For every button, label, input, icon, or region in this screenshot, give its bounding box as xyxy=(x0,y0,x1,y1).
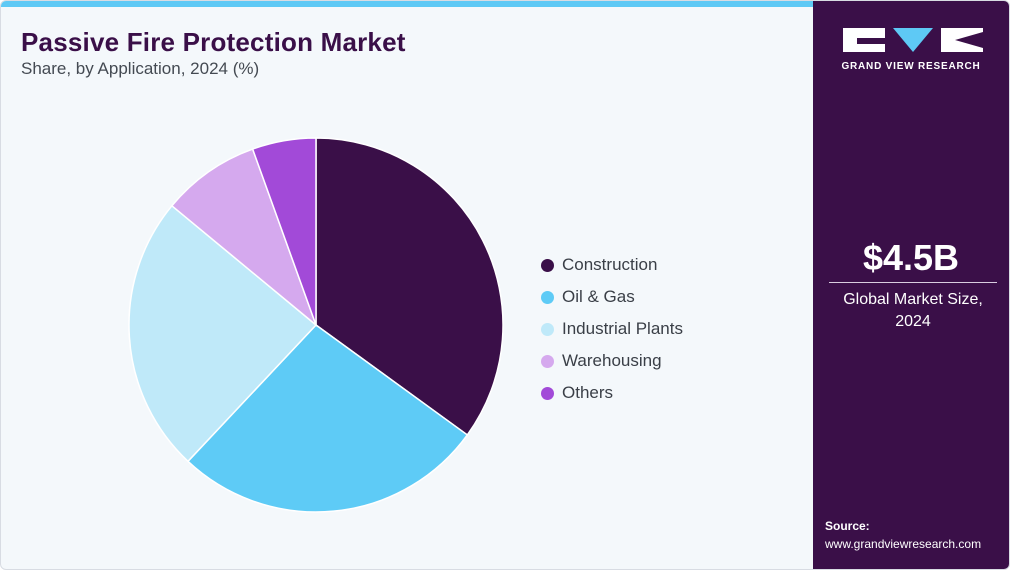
legend-item-oil-gas: Oil & Gas xyxy=(541,281,683,313)
legend-swatch xyxy=(541,322,554,336)
legend-label: Industrial Plants xyxy=(562,319,683,338)
legend-label: Others xyxy=(562,383,614,402)
legend-label: Construction xyxy=(562,255,658,274)
pie-slice-warehousing xyxy=(170,148,318,328)
chart-panel: Passive Fire Protection Market Share, by… xyxy=(1,1,813,569)
accent-strip xyxy=(1,1,813,7)
legend-item-others: Others xyxy=(541,377,683,409)
pie-slice-construction xyxy=(315,137,504,436)
pie-slice-others xyxy=(251,137,317,326)
gvr-logo-icon xyxy=(843,28,983,52)
source-label: Source: xyxy=(825,519,870,533)
legend-swatch xyxy=(541,354,554,368)
legend-swatch xyxy=(541,290,554,304)
pie-slice-industrial-plants xyxy=(128,204,318,463)
logo-text: GRAND VIEW RESEARCH xyxy=(841,61,981,72)
legend-item-industrial-plants: Industrial Plants xyxy=(541,313,683,345)
legend-label: Oil & Gas xyxy=(562,287,635,306)
chart-subtitle: Share, by Application, 2024 (%) xyxy=(21,59,260,78)
stat-divider xyxy=(829,282,997,283)
source-url: www.grandviewresearch.com xyxy=(825,537,982,551)
pie-slice-oil-gas xyxy=(186,324,469,513)
chart-title: Passive Fire Protection Market xyxy=(21,27,406,57)
market-size-value: $4.5B xyxy=(862,237,960,278)
chart-legend: Construction Oil & Gas Industrial Plants Wa… xyxy=(541,249,683,409)
legend-swatch xyxy=(541,386,554,400)
legend-item-construction: Construction xyxy=(541,249,683,281)
info-sidebar: GRAND VIEW RESEARCH $4.5B Global Market … xyxy=(813,1,1009,569)
market-size-label: Global Market Size, 2024 xyxy=(843,291,983,330)
pie-chart xyxy=(128,137,504,513)
legend-label: Warehousing xyxy=(562,351,662,370)
legend-item-warehousing: Warehousing xyxy=(541,345,683,377)
legend-swatch xyxy=(541,258,554,272)
